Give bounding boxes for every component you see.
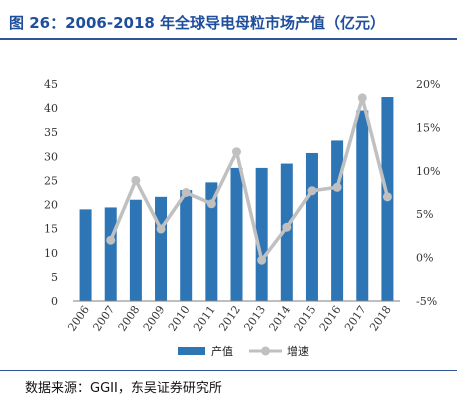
bar	[230, 167, 243, 301]
y-left-tick-label: 25	[44, 174, 58, 187]
bar	[280, 163, 293, 301]
y-left-tick-label: 20	[44, 199, 58, 212]
y-right-tick-label: -5%	[416, 295, 437, 308]
x-tick-label: 2007	[90, 303, 117, 333]
y-left-tick-label: 5	[51, 271, 58, 284]
bar	[305, 152, 318, 301]
bar	[255, 167, 268, 301]
x-tick-label: 2012	[216, 303, 243, 333]
bar	[331, 140, 344, 301]
y-left-tick-label: 40	[44, 102, 58, 115]
source-note: 数据来源：GGII，东吴证券研究所	[25, 381, 222, 396]
bar	[205, 182, 218, 301]
growth-point	[282, 222, 292, 232]
y-left-tick-label: 0	[51, 295, 58, 308]
source-rule	[0, 370, 457, 371]
legend-bar-label: 产值	[211, 344, 233, 358]
y-left-tick-label: 45	[44, 78, 58, 91]
growth-point	[332, 182, 342, 192]
x-tick-label: 2015	[292, 303, 319, 333]
x-tick-label: 2018	[367, 303, 394, 333]
x-tick-label: 2011	[191, 303, 218, 333]
bar	[356, 110, 369, 302]
chart-title: 图 26：2006-2018 年全球导电母粒市场产值（亿元）	[9, 14, 386, 32]
legend-line-label: 增速	[287, 344, 309, 358]
y-left-tick-label: 10	[44, 247, 58, 260]
x-tick-label: 2010	[166, 303, 193, 333]
y-right-tick-label: 15%	[416, 121, 440, 134]
growth-point	[257, 255, 267, 265]
bar	[79, 209, 92, 301]
growth-point	[156, 224, 166, 234]
growth-point	[206, 199, 216, 209]
x-tick-label: 2009	[141, 303, 168, 333]
bar	[155, 196, 168, 301]
y-right-tick-label: 5%	[416, 208, 433, 221]
legend-bar-swatch	[178, 347, 205, 355]
title-rule	[0, 38, 457, 40]
legend-line-marker	[261, 346, 270, 356]
growth-point	[106, 235, 116, 245]
y-right-tick-label: 10%	[416, 165, 440, 178]
growth-point	[382, 192, 392, 202]
x-tick-label: 2016	[317, 303, 344, 333]
growth-point	[181, 188, 191, 197]
growth-line	[109, 96, 390, 262]
bar	[104, 207, 117, 301]
growth-point	[307, 186, 317, 196]
bar	[129, 199, 142, 301]
x-tick-label: 2006	[65, 303, 92, 333]
growth-point	[232, 147, 241, 157]
y-left-tick-label: 30	[44, 150, 58, 163]
y-right-tick-label: 0%	[416, 252, 433, 265]
x-tick-label: 2017	[342, 303, 369, 333]
y-left-tick-label: 15	[44, 223, 58, 236]
growth-point	[131, 175, 141, 185]
x-tick-label: 2008	[116, 303, 143, 333]
y-left-tick-label: 35	[44, 126, 58, 139]
y-right-tick-label: 20%	[416, 78, 440, 91]
growth-point	[357, 93, 367, 103]
bar	[180, 190, 193, 301]
x-tick-label: 2013	[241, 303, 268, 333]
x-tick-label: 2014	[267, 303, 294, 333]
